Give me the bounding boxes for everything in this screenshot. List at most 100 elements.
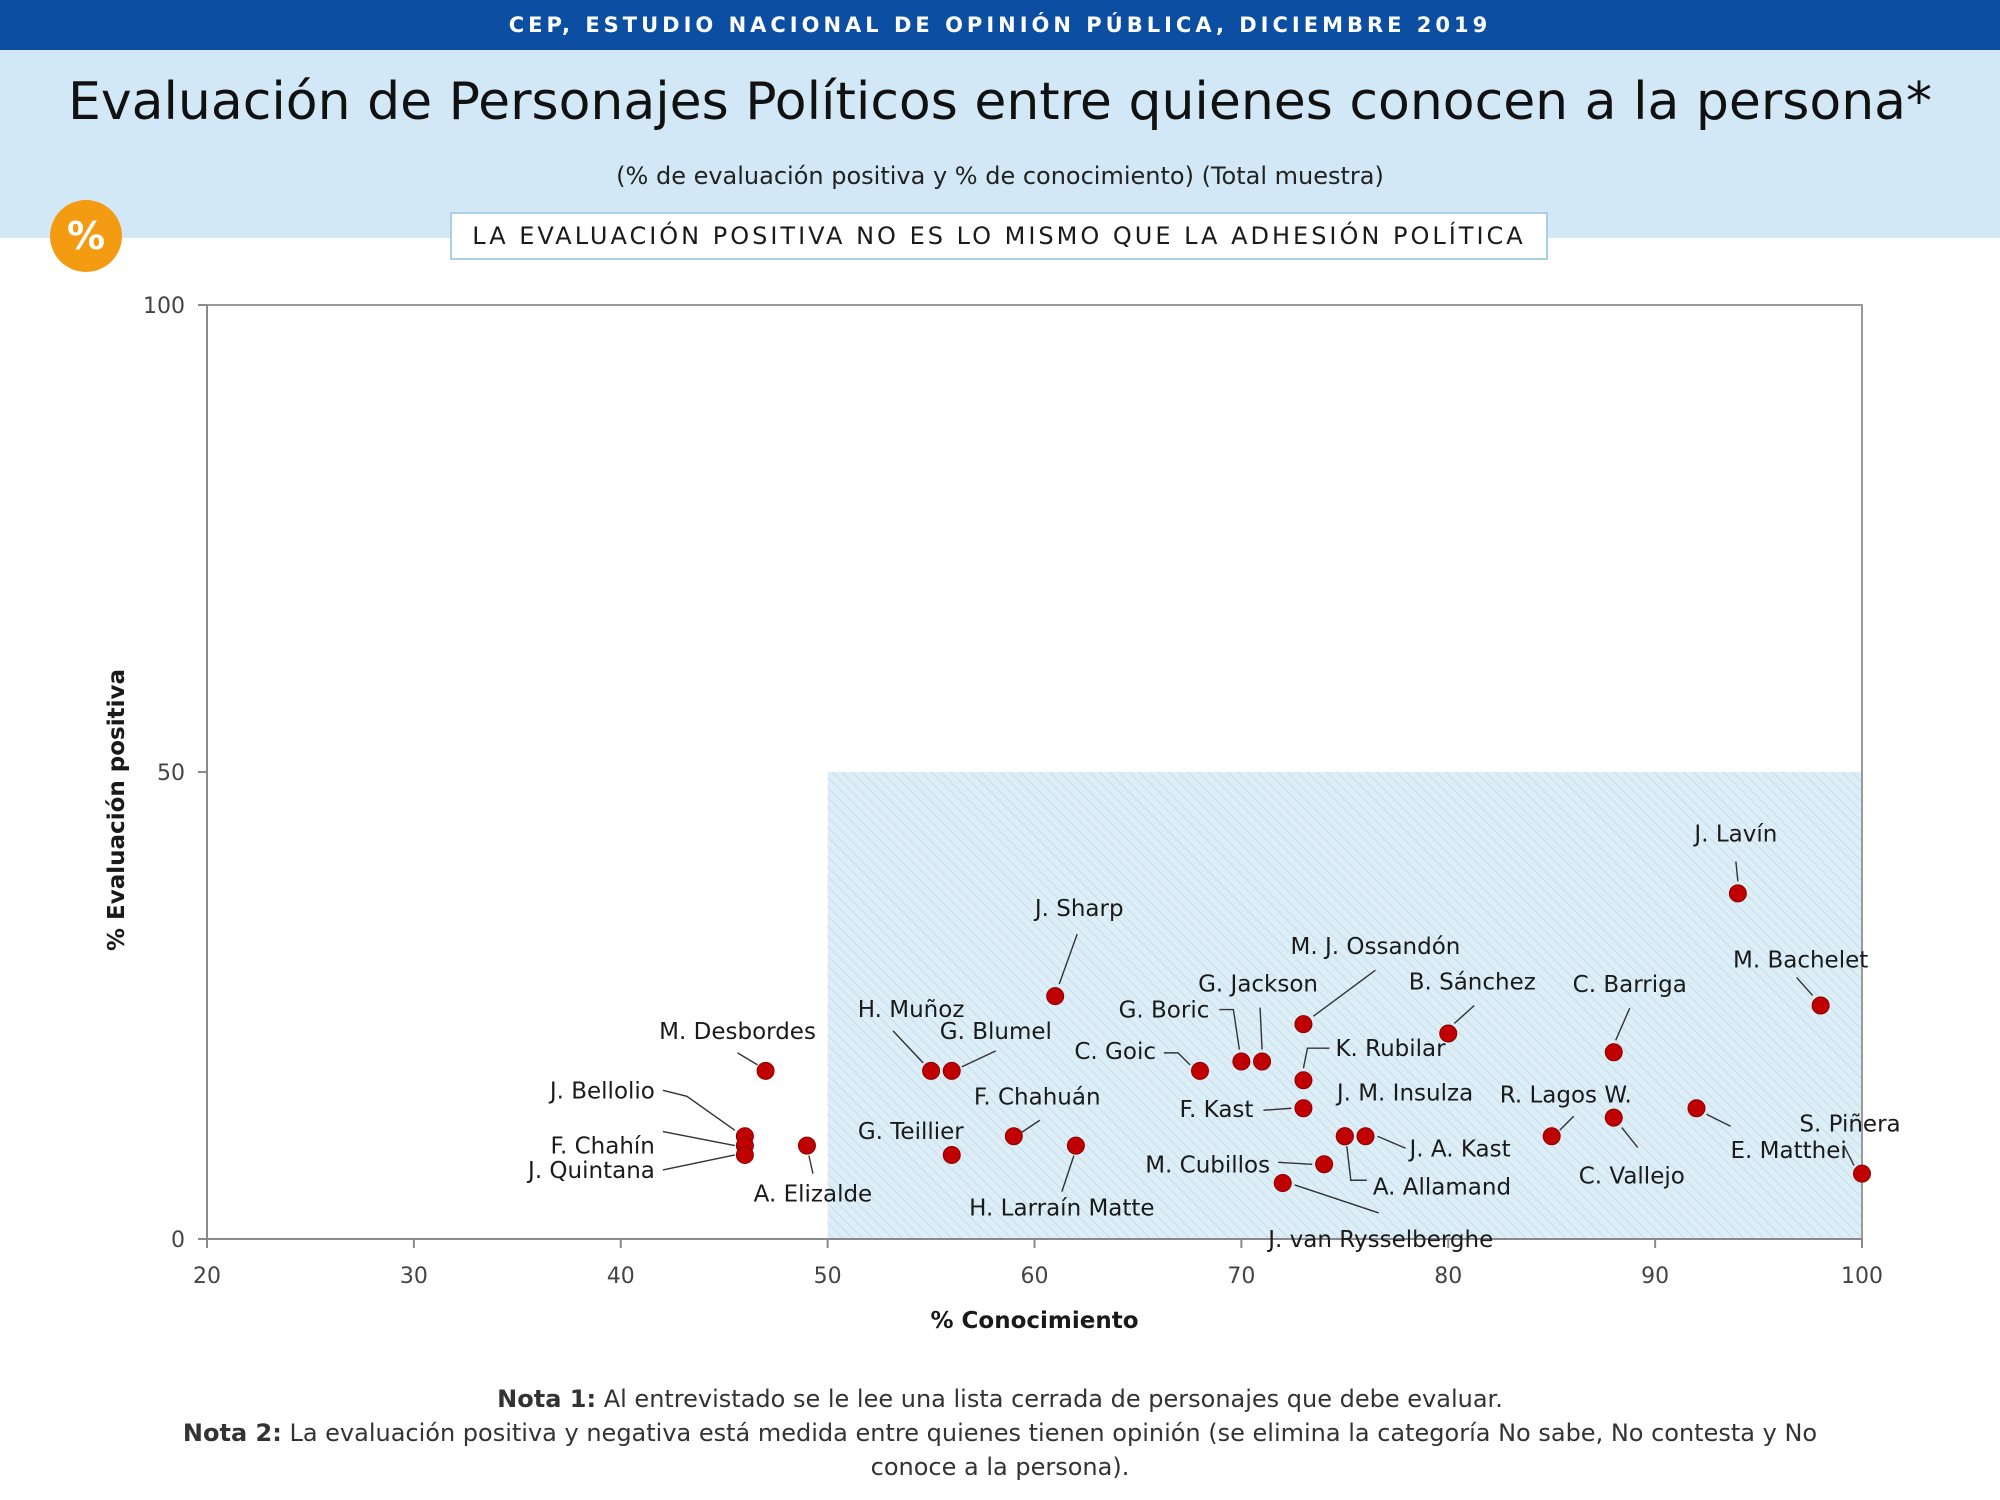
point-c-vallejo bbox=[1604, 1108, 1623, 1127]
note-2-text: La evaluación positiva y negativa está m… bbox=[281, 1419, 1818, 1481]
point-label-j-a-kast: J. A. Kast bbox=[1408, 1136, 1511, 1162]
leader-line-m-bachelet bbox=[1796, 977, 1814, 996]
leader-line-m-desbordes bbox=[737, 1052, 758, 1066]
point-k-rubilar bbox=[1294, 1071, 1313, 1090]
leader-line-f-chahin bbox=[662, 1130, 736, 1147]
chart-title: Evaluación de Personajes Políticos entre… bbox=[67, 72, 1933, 132]
point-label-k-rubilar: K. Rubilar bbox=[1335, 1036, 1446, 1062]
point-j-a-kast bbox=[1356, 1127, 1375, 1146]
point-r-lagos-w bbox=[1542, 1127, 1561, 1146]
point-label-j-m-insulza: J. M. Insulza bbox=[1335, 1080, 1473, 1106]
leader-line-c-vallejo bbox=[1621, 1127, 1639, 1149]
leader-line-a-allamand bbox=[1346, 1146, 1367, 1181]
point-label-m-cubillos: M. Cubillos bbox=[1145, 1152, 1270, 1178]
leader-line-m-cubillos bbox=[1278, 1161, 1313, 1165]
leader-line-f-chahuan bbox=[1021, 1119, 1041, 1133]
scatter-chart: 20 30 40 50 60 70 80 90 100 0 50 100 % Conocimiento%… bbox=[104, 294, 1901, 1334]
point-label-m-bachelet: M. Bachelet bbox=[1733, 948, 1868, 974]
point-g-teillier bbox=[942, 1145, 961, 1164]
point-f-kast bbox=[1294, 1099, 1313, 1118]
leader-line-j-van-rysselberghe bbox=[1294, 1184, 1379, 1214]
point-g-blumel bbox=[942, 1061, 961, 1080]
point-e-matthei bbox=[1687, 1099, 1706, 1118]
point-label-h-munoz: H. Muñoz bbox=[858, 997, 965, 1023]
point-label-m-j-ossandon: M. J. Ossandón bbox=[1291, 934, 1461, 960]
leader-line-h-munoz bbox=[892, 1030, 924, 1064]
x-tick-label: 20 bbox=[193, 1264, 221, 1289]
leader-line-r-lagos-w bbox=[1559, 1115, 1575, 1131]
x-tick-label: 60 bbox=[1021, 1264, 1049, 1289]
leader-line-f-kast bbox=[1263, 1107, 1292, 1111]
point-h-munoz bbox=[922, 1061, 941, 1080]
point-a-allamand bbox=[1335, 1127, 1354, 1146]
x-axis-label: % Conocimiento bbox=[930, 1308, 1138, 1334]
leader-line-j-sharp bbox=[1058, 933, 1078, 985]
survey-banner: CEP, ESTUDIO NACIONAL DE OPINIÓN PÚBLICA… bbox=[0, 0, 2000, 50]
y-axis-label: % Evaluación positiva bbox=[104, 669, 130, 951]
point-m-desbordes bbox=[756, 1061, 775, 1080]
chart-subtitle: (% de evaluación positiva y % de conocim… bbox=[616, 162, 1384, 190]
leader-line-b-sanchez bbox=[1453, 1004, 1475, 1025]
point-label-c-barriga: C. Barriga bbox=[1573, 972, 1687, 998]
point-label-f-chahuan: F. Chahuán bbox=[974, 1084, 1101, 1110]
point-label-c-goic: C. Goic bbox=[1074, 1039, 1156, 1065]
x-tick-label: 70 bbox=[1227, 1264, 1255, 1289]
leader-line-a-elizalde bbox=[808, 1155, 814, 1174]
note-1: Nota 1: Al entrevistado se le lee una li… bbox=[140, 1382, 1860, 1416]
point-label-m-desbordes: M. Desbordes bbox=[659, 1019, 816, 1045]
x-tick-label: 40 bbox=[607, 1264, 635, 1289]
leader-line-c-goic bbox=[1164, 1052, 1191, 1066]
leader-line-g-boric bbox=[1219, 1008, 1241, 1050]
point-g-boric bbox=[1232, 1052, 1251, 1071]
x-tick-label: 90 bbox=[1641, 1264, 1669, 1289]
leader-line-j-lavin bbox=[1735, 861, 1739, 882]
point-label-a-elizalde: A. Elizalde bbox=[754, 1182, 873, 1208]
point-label-g-teillier: G. Teillier bbox=[858, 1119, 964, 1145]
x-tick-label: 30 bbox=[400, 1264, 428, 1289]
x-tick-label: 80 bbox=[1434, 1264, 1462, 1289]
point-label-f-kast: F. Kast bbox=[1180, 1097, 1254, 1123]
callout-box: LA EVALUACIÓN POSITIVA NO ES LO MISMO QU… bbox=[450, 212, 1548, 260]
leader-line-j-a-kast bbox=[1377, 1135, 1406, 1149]
point-label-j-lavin: J. Lavín bbox=[1692, 821, 1777, 847]
point-label-j-bellolio: J. Bellolio bbox=[548, 1078, 655, 1104]
note-2: Nota 2: La evaluación positiva y negativ… bbox=[140, 1416, 1860, 1484]
leader-line-h-larrain-matte bbox=[1061, 1155, 1075, 1192]
x-tick-label: 50 bbox=[814, 1264, 842, 1289]
point-label-c-vallejo: C. Vallejo bbox=[1579, 1164, 1685, 1190]
point-label-g-jackson: G. Jackson bbox=[1198, 972, 1318, 998]
point-c-barriga bbox=[1604, 1043, 1623, 1062]
leader-line-m-j-ossandon bbox=[1313, 969, 1376, 1017]
point-label-b-sanchez: B. Sánchez bbox=[1409, 970, 1536, 996]
point-m-cubillos bbox=[1315, 1155, 1334, 1174]
point-label-j-sharp: J. Sharp bbox=[1033, 896, 1124, 922]
point-f-chahuan bbox=[1004, 1127, 1023, 1146]
point-s-pinera bbox=[1853, 1164, 1871, 1183]
point-g-jackson bbox=[1253, 1052, 1272, 1071]
point-label-f-chahin: F. Chahín bbox=[550, 1134, 654, 1160]
y-tick-label: 0 bbox=[171, 1228, 185, 1253]
point-label-e-matthei: E. Matthei bbox=[1731, 1138, 1847, 1164]
point-label-s-pinera: S. Piñera bbox=[1799, 1112, 1900, 1138]
y-tick-label: 50 bbox=[157, 761, 185, 786]
note-1-label: Nota 1: bbox=[497, 1385, 597, 1413]
leader-line-g-blumel bbox=[961, 1050, 997, 1068]
point-label-r-lagos-w: R. Lagos W. bbox=[1500, 1082, 1632, 1108]
leader-line-e-matthei bbox=[1706, 1113, 1731, 1127]
point-label-h-larrain-matte: H. Larraín Matte bbox=[969, 1196, 1154, 1222]
point-label-g-boric: G. Boric bbox=[1119, 998, 1210, 1024]
point-label-j-van-rysselberghe: J. van Rysselberghe bbox=[1266, 1227, 1493, 1253]
point-a-elizalde bbox=[797, 1136, 816, 1155]
notes: Nota 1: Al entrevistado se le lee una li… bbox=[140, 1382, 1860, 1484]
note-1-text: Al entrevistado se le lee una lista cerr… bbox=[596, 1385, 1503, 1413]
point-j-sharp bbox=[1046, 987, 1065, 1006]
x-tick-label: 100 bbox=[1841, 1264, 1883, 1289]
leader-line-s-pinera bbox=[1843, 1145, 1855, 1166]
point-h-larrain-matte bbox=[1066, 1136, 1085, 1155]
header-band bbox=[0, 50, 2000, 238]
point-m-bachelet bbox=[1811, 996, 1830, 1015]
point-j-lavin bbox=[1728, 884, 1747, 903]
shaded-region bbox=[827, 772, 1862, 1239]
leader-line-c-barriga bbox=[1615, 1007, 1631, 1041]
leader-line-k-rubilar bbox=[1302, 1047, 1330, 1069]
